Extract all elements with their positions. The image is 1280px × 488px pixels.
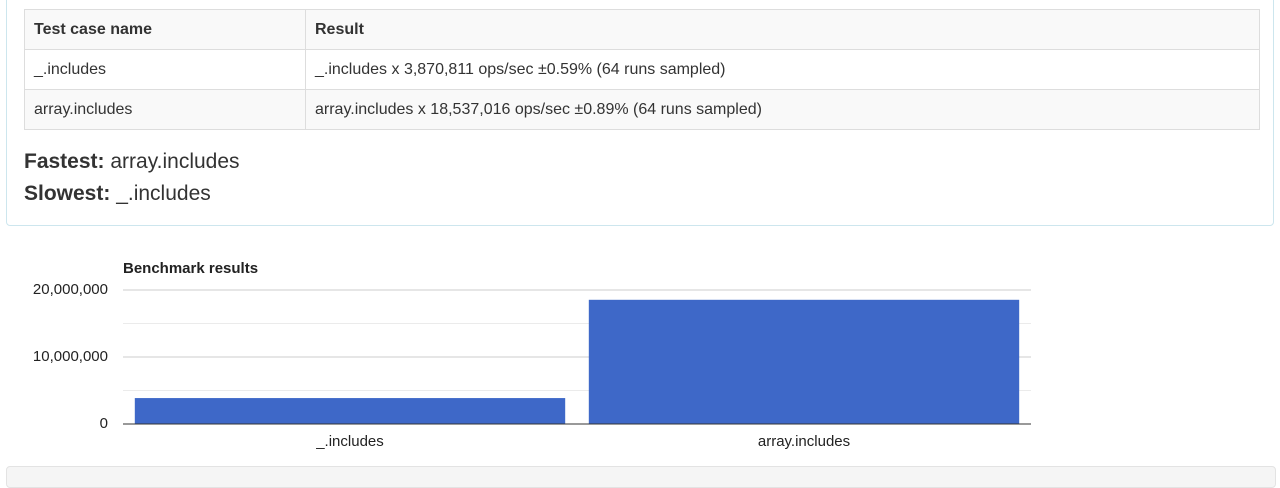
row: array.includes array.includes x 18,537,0… bbox=[24, 89, 1260, 130]
bar bbox=[134, 398, 566, 424]
results-card: Test case name Result _.includes _.inclu… bbox=[6, 0, 1274, 226]
results-table: Test case name Result _.includes _.inclu… bbox=[24, 9, 1260, 130]
y-tick-label: 0 bbox=[100, 415, 108, 432]
row: _.includes _.includes x 3,870,811 ops/se… bbox=[24, 49, 1260, 90]
page: Test case name Result _.includes _.inclu… bbox=[6, 0, 1276, 488]
value: _.includes bbox=[116, 182, 211, 205]
chart: Benchmark results 0 10,000,000 20,000,000 _… bbox=[33, 260, 1031, 450]
footer-bar bbox=[6, 466, 1276, 488]
x-tick-label: array.includes bbox=[758, 433, 850, 450]
label: Fastest: bbox=[24, 150, 105, 173]
value: array.includes bbox=[110, 150, 240, 173]
cell: _.includes x 3,870,811 ops/sec ±0.59% (6… bbox=[305, 49, 1260, 90]
fastest: Fastest: array.includes bbox=[24, 150, 240, 174]
chart-title: Benchmark results bbox=[123, 260, 258, 277]
y-tick-label: 10,000,000 bbox=[33, 348, 108, 365]
cell: _.includes bbox=[24, 49, 306, 90]
slowest: Slowest: _.includes bbox=[24, 182, 211, 206]
bar bbox=[588, 299, 1020, 424]
cell: array.includes x 18,537,016 ops/sec ±0.8… bbox=[305, 89, 1260, 130]
cell: array.includes bbox=[24, 89, 306, 130]
x-tick-label: _.includes bbox=[315, 433, 384, 450]
label: Slowest: bbox=[24, 182, 111, 205]
header-cell: Test case name bbox=[24, 9, 306, 50]
y-tick-label: 20,000,000 bbox=[33, 281, 108, 298]
